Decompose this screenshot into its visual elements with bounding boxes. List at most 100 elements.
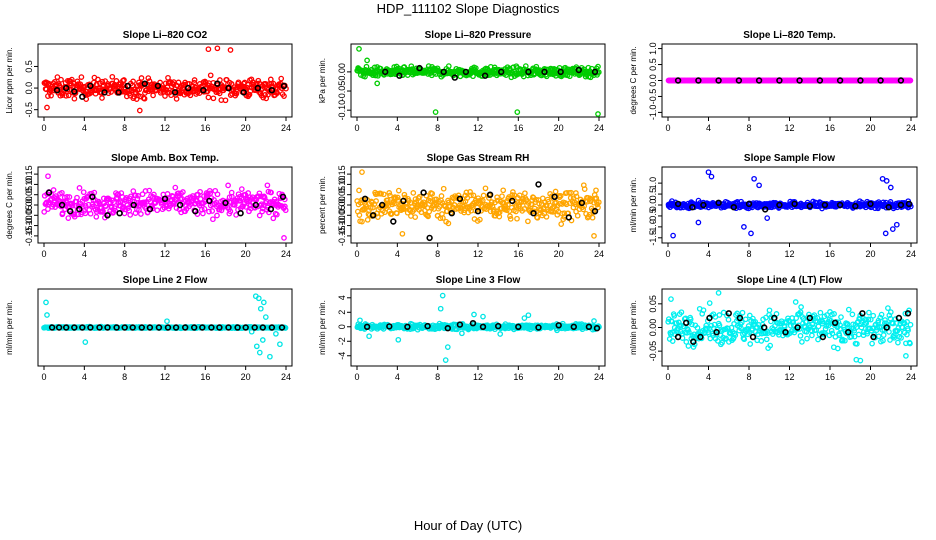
panel-7-reference-point	[251, 324, 258, 331]
panel-2-x-tick-label: 12	[473, 123, 483, 133]
panel-5-y-tick-label: -0.05	[337, 205, 347, 226]
panel-3-y-tick-label: -1.0	[648, 105, 658, 121]
panel-7-outlier-point	[255, 295, 262, 302]
panel-2-reference-point	[591, 68, 599, 76]
panel-9-data-point	[739, 309, 746, 316]
panel-8-reference-point	[515, 323, 522, 330]
panel-9-data-point	[758, 338, 765, 344]
panel-8-outlier-point	[459, 330, 465, 337]
panel-5-reference-point	[486, 191, 494, 198]
panel-9-data-point	[891, 334, 898, 341]
panel-9-data-point	[880, 332, 887, 338]
panel-8-title: Slope Line 3 Flow	[436, 275, 521, 286]
panel-9-data-point	[723, 335, 729, 342]
panel-7-x-tick-label: 0	[41, 372, 46, 382]
panel-8-x-tick-label: 16	[513, 372, 523, 382]
panel-8-y-tick-label: -4	[337, 352, 347, 360]
panel-5-data-point	[477, 216, 483, 223]
panel-5-data-point	[507, 216, 514, 222]
panel-8-reference-point	[456, 321, 464, 328]
panel-8-reference-point	[535, 324, 542, 331]
panel-4-x-tick-label: 20	[241, 249, 251, 259]
panel-1-reference-point	[214, 80, 221, 87]
panel-9-data-point	[814, 315, 821, 321]
panel-5-data-point	[426, 208, 433, 215]
panel-4-data-point	[226, 194, 233, 201]
panel-2-reference-point	[440, 68, 447, 76]
panel-7-x-tick-label: 24	[281, 372, 291, 382]
panel-5-reference-point	[426, 234, 433, 242]
panel-3-y-tick-label: 0.5	[648, 58, 658, 71]
panel-4-y-axis-label: degrees C per min.	[5, 171, 14, 239]
panel-4-data-point	[80, 189, 87, 196]
panel-8-reference-point	[495, 322, 502, 330]
panel-4-data-point	[76, 185, 83, 191]
panel-5-data-point	[384, 197, 391, 204]
panel-4-data-point	[264, 182, 271, 189]
panel-9-data-point	[732, 332, 739, 339]
panel-9-data-point	[849, 311, 856, 318]
panel-6-reference-point	[700, 201, 707, 209]
panel-5-data-point	[386, 190, 393, 196]
panel-6-reference-point	[897, 201, 905, 209]
panel-9-reference-point	[706, 314, 713, 322]
panel-6-y-tick-label: 1.0	[648, 177, 658, 190]
panel-7-outlier-point	[82, 339, 89, 345]
panel-6-x-tick-label: 0	[665, 249, 670, 259]
panel-7-outlier-point	[260, 299, 267, 306]
panel-3-reference-point	[857, 77, 864, 84]
panel-7-reference-point	[199, 324, 206, 331]
panel-9-reference-point	[806, 314, 813, 322]
panel-2-reference-point	[481, 72, 489, 79]
panel-6-reference-point	[867, 200, 874, 208]
panel-7-reference-point	[62, 324, 70, 331]
panel-8-y-tick-label: 2	[337, 310, 347, 315]
panel-1-data-point	[175, 79, 182, 86]
panel-4-data-point	[209, 208, 216, 214]
panel-5-x-tick-label: 8	[435, 249, 440, 259]
panel-1-data-point	[210, 95, 217, 102]
panel-9-data-point	[865, 316, 872, 323]
panel-5-data-point	[412, 196, 419, 202]
panel-4-data-point	[50, 187, 57, 193]
panel-4-data-point	[274, 211, 280, 218]
panel-7-reference-point	[191, 324, 198, 331]
panel-4-data-point	[41, 209, 48, 215]
panel-1-reference-point	[71, 88, 78, 95]
panel-5-data-point	[534, 214, 541, 221]
panel-3-y-tick-label: -0.5	[648, 89, 658, 105]
panel-6-y-tick-label: -1.5	[648, 230, 658, 246]
panel-1-data-point	[278, 75, 285, 82]
panel-3-title: Slope Li–820 Temp.	[743, 30, 836, 41]
panel-1-reference-point	[280, 82, 288, 90]
panel-5-reference-point	[369, 212, 377, 219]
panel-9-data-point	[790, 319, 797, 325]
panel-3-reference-point	[674, 77, 682, 84]
panel-5-data-point	[494, 194, 500, 201]
panel-7-reference-point	[278, 324, 286, 331]
panel-7-x-tick-label: 4	[82, 372, 87, 382]
panel-9-reference-point	[697, 333, 704, 341]
panel-9-data-point	[669, 338, 676, 344]
panel-1-reference-point	[240, 89, 247, 96]
panel-5-data-point	[573, 193, 580, 200]
panel-1-reference-point	[87, 82, 94, 90]
panel-1-data-point	[170, 81, 177, 88]
panel-4-reference-point	[76, 205, 83, 213]
panel-5-y-axis-label: percent per min.	[318, 176, 327, 234]
panel-5-data-point	[513, 208, 519, 215]
panel-7-reference-point	[259, 324, 266, 331]
panel-5-data-point	[539, 195, 546, 202]
panel-9-y-axis-label: ml/min per min.	[629, 300, 638, 355]
panel-5-y-tick-label: 0.15	[337, 165, 347, 183]
panel-6-reference-point	[791, 200, 798, 208]
panel-3-reference-point	[776, 77, 783, 84]
panel-1-reference-point	[185, 84, 192, 92]
panel-9-reference-point	[682, 319, 690, 326]
panel-2-x-tick-label: 24	[594, 123, 604, 133]
panel-4-title: Slope Amb. Box Temp.	[111, 153, 219, 164]
panel-7-reference-point	[79, 324, 86, 331]
panel-4-y-tick-label: -0.10	[24, 215, 34, 236]
panel-5-y-tick-label: -0.10	[337, 215, 347, 236]
panel-4-data-point	[214, 212, 220, 219]
